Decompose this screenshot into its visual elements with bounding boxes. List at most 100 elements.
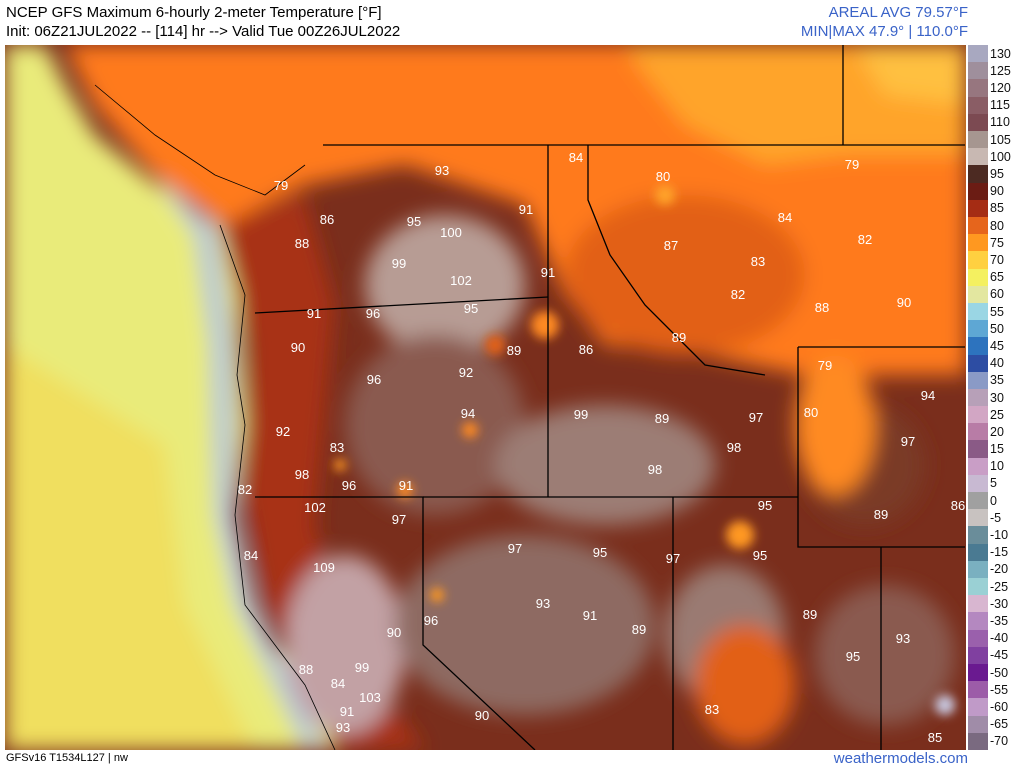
temperature-value-label: 86 (320, 212, 334, 227)
colorbar-segment (968, 79, 988, 98)
temperature-value-label: 96 (366, 306, 380, 321)
temperature-value-label: 83 (751, 254, 765, 269)
colorbar-segment (968, 62, 988, 80)
temperature-value-label: 90 (387, 625, 401, 640)
temperature-value-label: 97 (749, 410, 763, 425)
temperature-value-label: 86 (579, 342, 593, 357)
temperature-labels: 93 84 80 79 79 86 88 95 100 91 87 84 82 99 83 102 91 82 91… (238, 150, 965, 745)
colorbar-segment (968, 302, 988, 321)
colorbar-tick: -30 (990, 596, 1009, 611)
temperature-value-label: 92 (276, 424, 290, 439)
temperature-value-label: 91 (583, 608, 597, 623)
colorbar-segment (968, 681, 988, 699)
temperature-value-label: 79 (845, 157, 859, 172)
temperature-value-label: 91 (541, 265, 555, 280)
temperature-value-label: 94 (921, 388, 935, 403)
colorbar-segment (968, 406, 988, 424)
colorbar-tick: 30 (990, 390, 1004, 405)
temperature-value-label: 96 (342, 478, 356, 493)
temperature-value-label: 95 (846, 649, 860, 664)
temperature-value-label: 89 (672, 330, 686, 345)
colorbar-segment (968, 664, 988, 682)
colorbar-tick: -45 (990, 648, 1009, 663)
colorbar-tick-labels: 130 125 120 115 110 105 100 95 90 85 80 75 70 65 60 55 5… (990, 45, 1024, 750)
temperature-value-label: 82 (858, 232, 872, 247)
temperature-value-label: 84 (569, 150, 583, 165)
colorbar-tick: 40 (990, 356, 1004, 371)
temperature-map: 93 84 80 79 79 86 88 95 100 91 87 84 82 99 83 102 91 82 91… (5, 45, 966, 750)
temperature-value-label: 97 (508, 541, 522, 556)
colorbar-tick: 65 (990, 270, 1004, 285)
temperature-field (5, 45, 966, 750)
colorbar-tick: 5 (990, 476, 997, 491)
temperature-value-label: 95 (593, 545, 607, 560)
colorbar-segment (968, 234, 988, 252)
colorbar-segment (968, 285, 988, 304)
colorbar-tick: 90 (990, 184, 1004, 199)
colorbar-segment (968, 130, 988, 149)
temperature-value-label: 79 (274, 178, 288, 193)
temperature-value-label: 91 (340, 704, 354, 719)
temperature-value-label: 93 (896, 631, 910, 646)
temperature-value-label: 96 (367, 372, 381, 387)
colorbar-segment (968, 732, 988, 751)
colorbar-segment (968, 629, 988, 648)
temperature-value-label: 89 (874, 507, 888, 522)
colorbar-tick: 125 (990, 63, 1011, 78)
temperature-colorbar (968, 45, 988, 751)
coastline (94, 84, 336, 750)
colorbar-segment (968, 388, 988, 407)
colorbar-segment (968, 182, 988, 201)
colorbar-segment (968, 199, 988, 218)
temperature-value-label: 89 (632, 622, 646, 637)
colorbar-segment (968, 371, 988, 390)
temperature-value-label: 95 (407, 214, 421, 229)
temperature-value-label: 98 (295, 467, 309, 482)
colorbar-segment (968, 268, 988, 287)
temperature-value-label: 97 (666, 551, 680, 566)
colorbar-tick: -15 (990, 545, 1009, 560)
temperature-value-label: 93 (536, 596, 550, 611)
temperature-value-label: 93 (435, 163, 449, 178)
temperature-value-label: 84 (778, 210, 792, 225)
colorbar-segment (968, 715, 988, 734)
temperature-value-label: 95 (758, 498, 772, 513)
init-valid-line: Init: 06Z21JUL2022 -- [114] hr --> Valid… (6, 23, 401, 40)
colorbar-tick: 120 (990, 80, 1011, 95)
colorbar-tick: 0 (990, 493, 997, 508)
colorbar-tick: 100 (990, 149, 1011, 164)
colorbar-tick: 25 (990, 407, 1004, 422)
colorbar-segment (968, 492, 988, 510)
temperature-value-label: 82 (731, 287, 745, 302)
model-info: GFSv16 T1534L127 | nw (6, 752, 128, 764)
temperature-value-label: 109 (313, 560, 335, 575)
areal-average: AREAL AVG 79.57°F (828, 4, 968, 21)
colorbar-tick: 35 (990, 373, 1004, 388)
temperature-value-label: 93 (336, 720, 350, 735)
colorbar-segment (968, 165, 988, 184)
temperature-value-label: 88 (299, 662, 313, 677)
colorbar-segment (968, 320, 988, 338)
temperature-value-label: 90 (897, 295, 911, 310)
colorbar-segment (968, 698, 988, 717)
temperature-value-label: 97 (392, 512, 406, 527)
temperature-value-label: 91 (399, 478, 413, 493)
colorbar-segment (968, 337, 988, 355)
temperature-value-label: 88 (295, 236, 309, 251)
colorbar-tick: 15 (990, 442, 1004, 457)
colorbar-tick: -50 (990, 665, 1009, 680)
colorbar-tick: -40 (990, 631, 1009, 646)
colorbar-segment (968, 543, 988, 562)
colorbar-segment (968, 440, 988, 459)
temperature-value-label: 102 (450, 273, 472, 288)
temperature-value-label: 102 (304, 500, 326, 515)
colorbar-segment (968, 612, 988, 631)
min-max-readout: MIN|MAX 47.9° | 110.0°F (800, 23, 968, 40)
colorbar-tick: 80 (990, 218, 1004, 233)
temperature-value-label: 84 (331, 676, 345, 691)
colorbar-tick: 105 (990, 132, 1011, 147)
colorbar-segment (968, 560, 988, 579)
temperature-value-label: 86 (951, 498, 965, 513)
colorbar-tick: -55 (990, 682, 1009, 697)
temperature-value-label: 80 (656, 169, 670, 184)
